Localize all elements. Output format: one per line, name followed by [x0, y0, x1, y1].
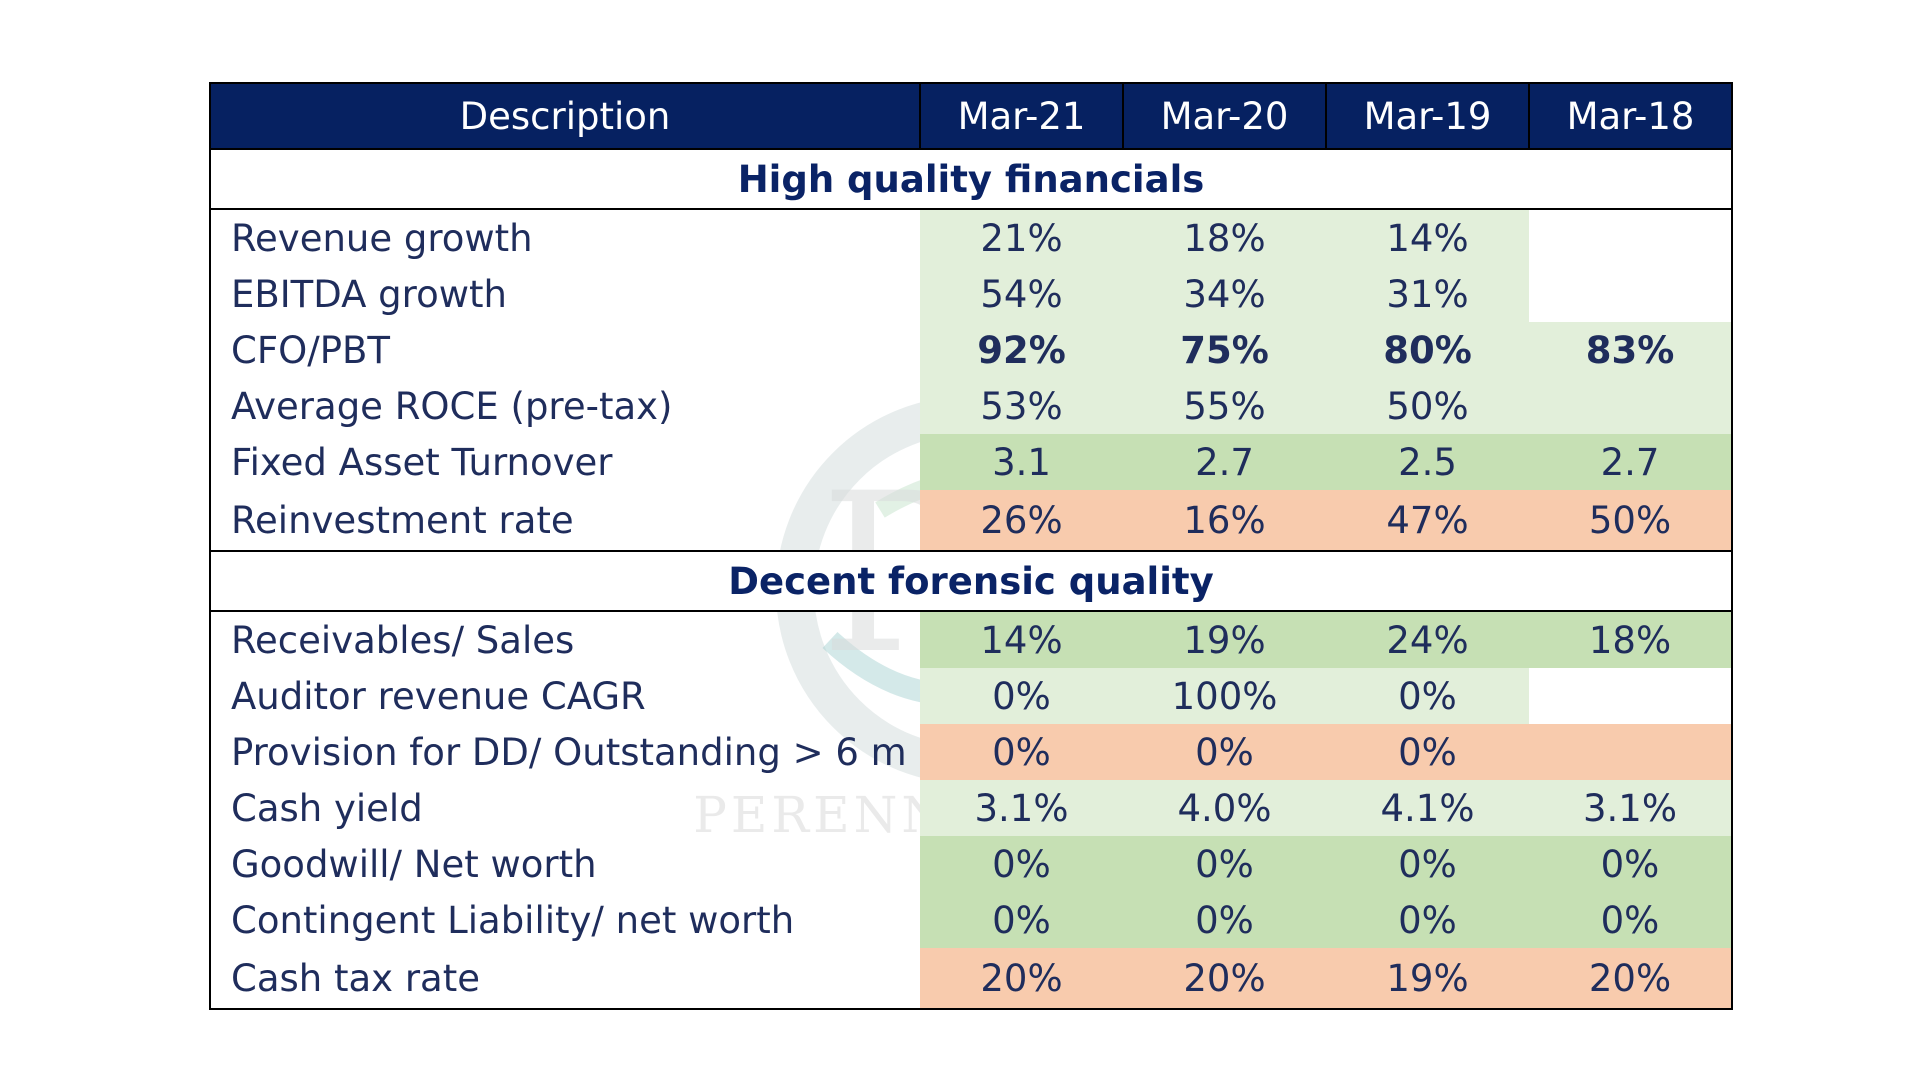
value-cell: 54%: [920, 266, 1123, 322]
row-label: Cash yield: [231, 786, 423, 830]
row-label: Goodwill/ Net worth: [231, 842, 597, 886]
value-cell: 18%: [1123, 209, 1326, 266]
row-label: Provision for DD/ Outstanding > 6 m: [231, 730, 907, 774]
value-cell: 0%: [920, 836, 1123, 892]
value-cell: 0%: [920, 668, 1123, 724]
value-cell: 21%: [920, 209, 1123, 266]
table-row: Goodwill/ Net worth 0% 0% 0% 0%: [210, 836, 1733, 892]
value-cell: 3.1%: [920, 780, 1123, 836]
table-row: EBITDA growth 54% 34% 31%: [210, 266, 1733, 322]
section-row: Decent forensic quality: [210, 550, 1732, 612]
value-cell: 19%: [1123, 611, 1326, 668]
table-row: Average ROCE (pre-tax) 53% 55% 50%: [210, 378, 1733, 434]
row-label: Reinvestment rate: [231, 498, 574, 542]
section-title: Decent forensic quality: [210, 550, 1732, 612]
value-cell: [1529, 724, 1733, 780]
value-cell: 34%: [1123, 266, 1326, 322]
table-row: Receivables/ Sales 14% 19% 24% 18%: [210, 611, 1733, 668]
header-mar-21: Mar-21: [919, 82, 1124, 150]
value-cell: 75%: [1123, 322, 1326, 378]
value-cell: 80%: [1326, 322, 1529, 378]
value-cell: 31%: [1326, 266, 1529, 322]
table-row: Contingent Liability/ net worth 0% 0% 0% 0%: [210, 892, 1733, 948]
table-row: Cash tax rate 20% 20% 19% 20%: [210, 948, 1733, 1009]
table-row: Revenue growth 21% 18% 14%: [210, 209, 1733, 266]
value-cell: 47%: [1326, 490, 1529, 551]
value-cell: 0%: [1529, 836, 1733, 892]
value-cell: 92%: [920, 322, 1123, 378]
value-cell: 0%: [920, 892, 1123, 948]
value-cell: 0%: [1326, 836, 1529, 892]
value-cell: 100%: [1123, 668, 1326, 724]
value-cell: 0%: [1123, 892, 1326, 948]
table-row: Cash yield 3.1% 4.0% 4.1% 3.1%: [210, 780, 1733, 836]
value-cell: 0%: [1529, 892, 1733, 948]
value-cell: 0%: [1123, 836, 1326, 892]
value-cell: 2.7: [1529, 434, 1733, 490]
table-row: Auditor revenue CAGR 0% 100% 0%: [210, 668, 1733, 724]
value-cell: 0%: [920, 724, 1123, 780]
value-cell: 53%: [920, 378, 1123, 434]
value-cell: [1529, 668, 1733, 724]
table-body: High quality financials Revenue growth 21%…: [210, 148, 1733, 1009]
table-row: Reinvestment rate 26% 16% 47% 50%: [210, 490, 1733, 551]
row-label: Contingent Liability/ net worth: [231, 898, 795, 942]
header-description: Description: [209, 82, 921, 150]
value-cell: 4.0%: [1123, 780, 1326, 836]
value-cell: 50%: [1529, 490, 1733, 551]
value-cell: 14%: [1326, 209, 1529, 266]
value-cell: 2.5: [1326, 434, 1529, 490]
row-label: Auditor revenue CAGR: [231, 674, 646, 718]
value-cell: 0%: [1123, 724, 1326, 780]
row-label: Receivables/ Sales: [231, 618, 575, 662]
header-mar-19: Mar-19: [1325, 82, 1530, 150]
value-cell: 83%: [1529, 322, 1733, 378]
row-label: Cash tax rate: [231, 956, 480, 1000]
value-cell: 16%: [1123, 490, 1326, 551]
table-row: Fixed Asset Turnover 3.1 2.7 2.5 2.7: [210, 434, 1733, 490]
value-cell: 24%: [1326, 611, 1529, 668]
value-cell: 20%: [1123, 948, 1326, 1009]
table-row: Provision for DD/ Outstanding > 6 m 0% 0% 0…: [210, 724, 1733, 780]
value-cell: 0%: [1326, 892, 1529, 948]
value-cell: 3.1%: [1529, 780, 1733, 836]
value-cell: 20%: [1529, 948, 1733, 1009]
header-mar-20: Mar-20: [1122, 82, 1327, 150]
value-cell: [1529, 266, 1733, 322]
value-cell: 26%: [920, 490, 1123, 551]
financials-table: Description Mar-21 Mar-20 Mar-19 Mar-18 …: [209, 82, 1733, 1010]
value-cell: [1529, 209, 1733, 266]
row-label: CFO/PBT: [231, 328, 391, 372]
value-cell: 2.7: [1123, 434, 1326, 490]
value-cell: 3.1: [920, 434, 1123, 490]
value-cell: [1529, 378, 1733, 434]
value-cell: 14%: [920, 611, 1123, 668]
header-mar-18: Mar-18: [1528, 82, 1733, 150]
value-cell: 19%: [1326, 948, 1529, 1009]
row-label: EBITDA growth: [231, 272, 507, 316]
section-title: High quality financials: [210, 148, 1732, 210]
header-row: Description Mar-21 Mar-20 Mar-19 Mar-18: [209, 82, 1733, 150]
table-row: CFO/PBT 92% 75% 80% 83%: [210, 322, 1733, 378]
value-cell: 20%: [920, 948, 1123, 1009]
value-cell: 0%: [1326, 668, 1529, 724]
value-cell: 4.1%: [1326, 780, 1529, 836]
row-label: Fixed Asset Turnover: [231, 440, 613, 484]
value-cell: 55%: [1123, 378, 1326, 434]
value-cell: 0%: [1326, 724, 1529, 780]
section-row: High quality financials: [210, 148, 1732, 210]
value-cell: 18%: [1529, 611, 1733, 668]
row-label: Average ROCE (pre-tax): [231, 384, 673, 428]
value-cell: 50%: [1326, 378, 1529, 434]
row-label: Revenue growth: [231, 216, 533, 260]
